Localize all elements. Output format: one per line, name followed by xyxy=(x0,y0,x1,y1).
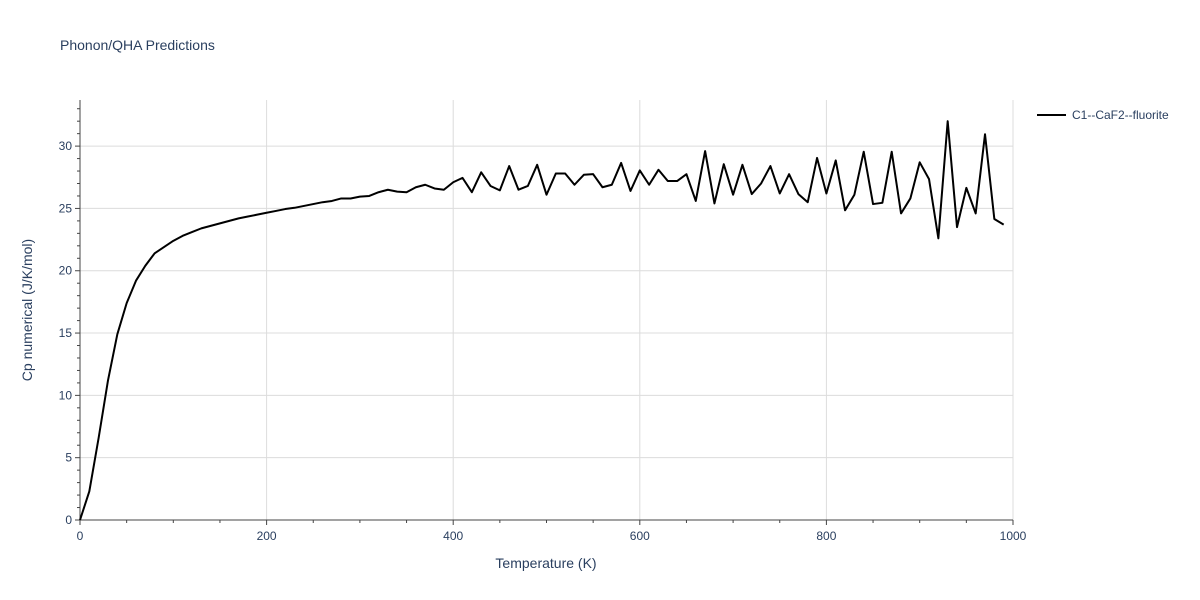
tick-labels: 0 200 400 600 800 1000 0 5 10 15 20 25 30 xyxy=(59,139,1027,543)
x-tick-label: 600 xyxy=(630,529,650,543)
y-tick-label: 20 xyxy=(59,264,73,278)
y-tick-label: 30 xyxy=(59,139,73,153)
legend-label: C1--CaF2--fluorite xyxy=(1072,108,1169,122)
series-line[interactable] xyxy=(79,120,1005,521)
y-tick-label: 15 xyxy=(59,326,73,340)
chart-title: Phonon/QHA Predictions xyxy=(60,37,215,53)
x-axis-title: Temperature (K) xyxy=(495,555,596,571)
y-tick-label: 0 xyxy=(65,513,72,527)
x-tick-label: 1000 xyxy=(1000,529,1027,543)
y-tick-label: 10 xyxy=(59,388,73,402)
x-tick-label: 0 xyxy=(77,529,84,543)
x-tick-label: 200 xyxy=(257,529,277,543)
axes xyxy=(75,100,1014,525)
x-tick-label: 400 xyxy=(443,529,463,543)
y-tick-label: 25 xyxy=(59,201,73,215)
plot-area[interactable] xyxy=(79,120,1005,521)
y-tick-label: 5 xyxy=(65,451,72,465)
legend[interactable]: C1--CaF2--fluorite xyxy=(1037,108,1169,122)
y-axis-title: Cp numerical (J/K/mol) xyxy=(19,239,35,381)
x-tick-label: 800 xyxy=(816,529,836,543)
